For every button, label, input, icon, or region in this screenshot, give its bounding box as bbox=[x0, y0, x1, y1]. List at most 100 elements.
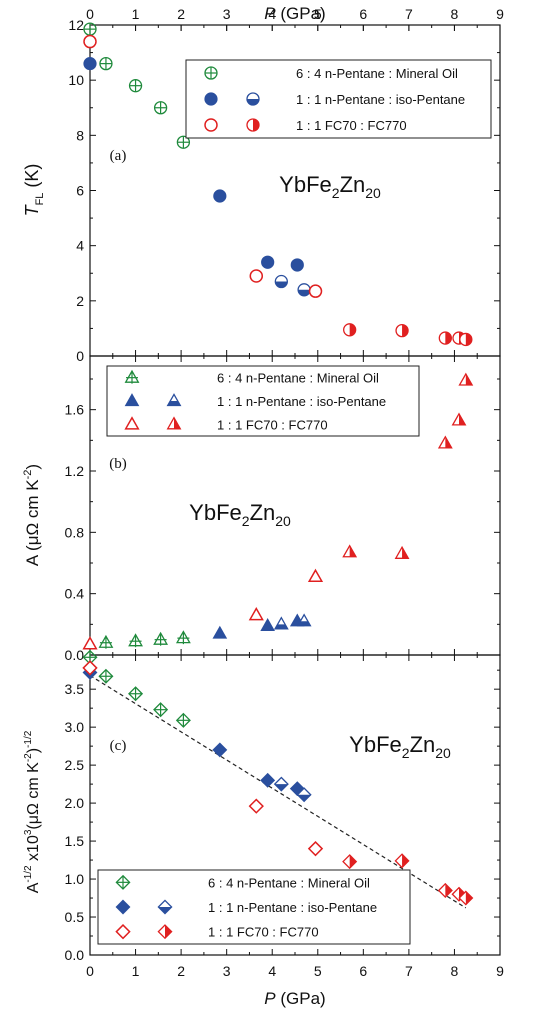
marker-shape bbox=[248, 607, 264, 621]
panel-label: (a) bbox=[110, 148, 127, 164]
y-axis-label-c: A-1/2 x103(μΩ cm K-2)-1/2 bbox=[23, 730, 42, 893]
data-point bbox=[176, 135, 191, 149]
marker-outline bbox=[342, 544, 358, 558]
legend-label: 6 : 4 n-Pentane : Mineral Oil bbox=[296, 66, 458, 81]
legend-marker bbox=[246, 118, 260, 132]
marker-shape bbox=[98, 668, 114, 684]
data-point bbox=[260, 772, 276, 788]
marker-shape bbox=[308, 284, 323, 298]
marker-outline bbox=[157, 899, 173, 915]
top-axis-label: P (GPa) bbox=[264, 4, 325, 23]
bottom-x-tick-label: 8 bbox=[451, 963, 459, 979]
legend-marker bbox=[204, 92, 218, 106]
y-tick-label: 0.0 bbox=[65, 647, 85, 663]
data-point bbox=[438, 331, 452, 345]
marker-fill bbox=[274, 784, 288, 791]
data-point bbox=[99, 56, 113, 71]
y-axis-label-a: TFL (K) bbox=[22, 164, 46, 217]
marker-fill bbox=[402, 854, 409, 868]
marker-outline bbox=[246, 92, 260, 106]
bottom-x-tick-label: 3 bbox=[223, 963, 231, 979]
data-point bbox=[290, 258, 304, 272]
top-x-tick-label: 4 bbox=[268, 6, 276, 22]
fit-line bbox=[89, 674, 467, 909]
marker-outline bbox=[438, 331, 452, 345]
bottom-x-tick-label: 7 bbox=[405, 963, 413, 979]
data-point bbox=[212, 625, 228, 639]
data-point bbox=[296, 787, 312, 803]
data-point bbox=[175, 630, 191, 645]
data-point bbox=[273, 616, 289, 630]
marker-shape bbox=[115, 874, 131, 890]
bottom-axis-label: P (GPa) bbox=[264, 989, 325, 1008]
marker-shape bbox=[212, 625, 228, 639]
marker-fill bbox=[167, 401, 181, 406]
legend-label: 1 : 1 FC70 : FC770 bbox=[208, 925, 319, 940]
y-tick-label: 0 bbox=[76, 348, 84, 364]
marker-shape bbox=[175, 712, 191, 728]
marker-shape bbox=[260, 618, 275, 631]
legend-marker bbox=[124, 369, 140, 384]
legend-box bbox=[97, 869, 411, 945]
data-point bbox=[274, 274, 288, 289]
data-point bbox=[308, 284, 323, 298]
marker-shape bbox=[115, 924, 131, 940]
bottom-x-tick-label: 6 bbox=[359, 963, 367, 979]
marker-fill bbox=[174, 417, 181, 429]
marker-shape bbox=[128, 686, 144, 702]
legend-label: 6 : 4 n-Pentane : Mineral Oil bbox=[208, 875, 370, 890]
y-tick-label: 6 bbox=[76, 183, 84, 199]
marker-shape bbox=[213, 189, 227, 203]
marker-shape bbox=[124, 416, 140, 430]
panel-label: (b) bbox=[109, 456, 127, 472]
marker-outline bbox=[274, 274, 288, 289]
data-point bbox=[153, 631, 169, 646]
marker-shape bbox=[248, 798, 264, 814]
marker-shape bbox=[307, 841, 324, 857]
marker-outline bbox=[458, 372, 474, 386]
legend-marker bbox=[115, 874, 131, 890]
y-axis-label-b: A (μΩ cm K-2) bbox=[22, 464, 42, 566]
marker-outline bbox=[394, 545, 410, 559]
compound-annotation: YbFe2Zn20 bbox=[279, 172, 381, 201]
marker-shape bbox=[204, 118, 218, 132]
data-point bbox=[128, 79, 143, 93]
top-x-tick-label: 1 bbox=[132, 6, 140, 22]
y-tick-label: 0.0 bbox=[65, 947, 85, 963]
marker-outline bbox=[343, 323, 357, 337]
marker-outline bbox=[451, 886, 467, 902]
marker-fill bbox=[465, 891, 473, 905]
data-point bbox=[296, 613, 312, 627]
marker-shape bbox=[204, 92, 218, 106]
legend-label: 1 : 1 n-Pentane : iso-Pentane bbox=[296, 92, 465, 107]
legend-marker bbox=[115, 899, 131, 915]
y-tick-label: 3.0 bbox=[65, 719, 85, 735]
top-x-tick-label: 5 bbox=[314, 6, 322, 22]
y-tick-label: 2.5 bbox=[65, 757, 85, 773]
data-point bbox=[213, 189, 227, 203]
legend-c: 6 : 4 n-Pentane : Mineral Oil 1 : 1 n-Pen… bbox=[97, 869, 411, 945]
data-point bbox=[128, 633, 143, 648]
marker-outline bbox=[273, 616, 289, 630]
legend-marker bbox=[124, 393, 140, 407]
marker-outline bbox=[395, 323, 409, 338]
marker-shape bbox=[307, 568, 324, 583]
marker-outline bbox=[342, 854, 358, 870]
legend-marker bbox=[246, 92, 260, 106]
marker-outline bbox=[394, 853, 410, 869]
legend-marker bbox=[157, 899, 173, 915]
bottom-x-tick-label: 2 bbox=[177, 963, 185, 979]
bottom-x-tick-label: 0 bbox=[86, 963, 94, 979]
legend-box bbox=[185, 59, 492, 139]
panel-c: 0.0 0.5 1.0 1.5 2.0 2.5 3.0 3.5 (c) YbFe2Zn20 bbox=[65, 649, 501, 963]
legend-marker bbox=[166, 416, 182, 430]
compound-annotation: YbFe2Zn20 bbox=[349, 732, 451, 761]
legend-label: 1 : 1 n-Pentane : iso-Pentane bbox=[217, 394, 386, 409]
data-point bbox=[153, 101, 168, 115]
marker-shape bbox=[82, 660, 98, 676]
marker-fill bbox=[445, 883, 452, 898]
legend-label: 1 : 1 FC70 : FC770 bbox=[217, 417, 328, 432]
marker-fill bbox=[297, 621, 311, 626]
data-point bbox=[83, 22, 97, 36]
